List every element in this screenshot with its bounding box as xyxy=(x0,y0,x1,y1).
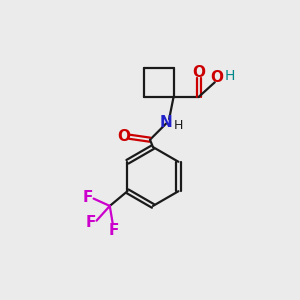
Text: O: O xyxy=(118,129,130,144)
Text: H: H xyxy=(174,119,183,132)
Text: H: H xyxy=(225,69,235,83)
Text: O: O xyxy=(192,65,205,80)
Text: F: F xyxy=(109,223,119,238)
Text: O: O xyxy=(211,70,224,86)
Text: F: F xyxy=(83,190,94,205)
Text: F: F xyxy=(85,214,96,230)
Text: N: N xyxy=(159,115,172,130)
